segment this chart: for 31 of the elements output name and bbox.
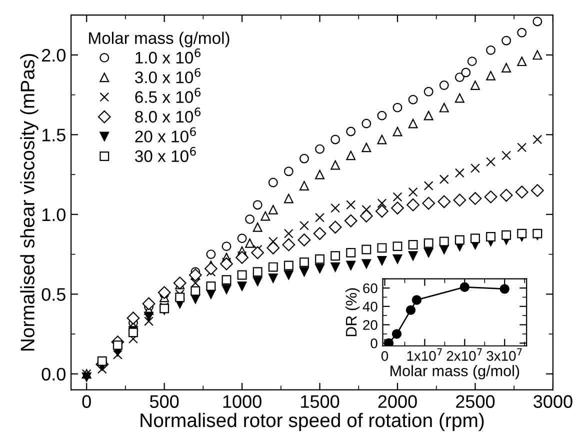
x-tick-label: 3x10$^{7}$ — [486, 348, 522, 361]
x-tick-label: 0 — [381, 351, 388, 361]
y-tick-label: 1.5 — [42, 128, 66, 142]
y-tick-label: 40 — [362, 302, 378, 312]
x-axis-title: Molar mass (g/mol) — [390, 365, 520, 380]
y-tick-label: 2.0 — [42, 48, 66, 62]
y-axis-title: Normalised shear viscosity (mPas) — [20, 54, 38, 351]
legend-label: 8.0 x 10$^{6}$ — [135, 107, 201, 123]
legend-label: 1.0 x 10$^{6}$ — [136, 48, 201, 64]
y-tick-label: 20 — [363, 320, 378, 330]
x-tick-label: 500 — [150, 395, 179, 408]
x-tick-label: 1x10$^{7}$ — [407, 348, 442, 361]
y-tick-label: 60 — [363, 283, 378, 294]
x-tick-label: 0 — [82, 395, 91, 408]
x-axis-title: Normalised rotor speed of rotation (rpm) — [140, 412, 484, 432]
legend-label: 6.5 x 10$^{6}$ — [135, 88, 201, 103]
legend-title: Molar mass (g/mol) — [89, 32, 230, 48]
y-axis-title: DR (%) — [345, 288, 360, 336]
y-tick-label: 0.0 — [42, 368, 66, 381]
x-tick-label: 2500 — [456, 395, 495, 408]
x-tick-label: 3000 — [534, 395, 572, 408]
x-tick-label: 1000 — [223, 395, 262, 408]
legend-label: 3.0 x 10$^{6}$ — [135, 68, 201, 84]
y-tick-label: 0.5 — [42, 288, 66, 301]
x-tick-label: 2000 — [378, 395, 417, 408]
y-tick-label: 1.0 — [42, 208, 66, 222]
x-tick-label: 1500 — [301, 395, 340, 408]
y-tick-label: 0 — [370, 338, 378, 348]
legend-label: 30 x 10$^{6}$ — [135, 146, 196, 162]
legend-label: 20 x 10$^{6}$ — [135, 127, 196, 142]
x-tick-label: 2x10$^{7}$ — [446, 348, 482, 361]
